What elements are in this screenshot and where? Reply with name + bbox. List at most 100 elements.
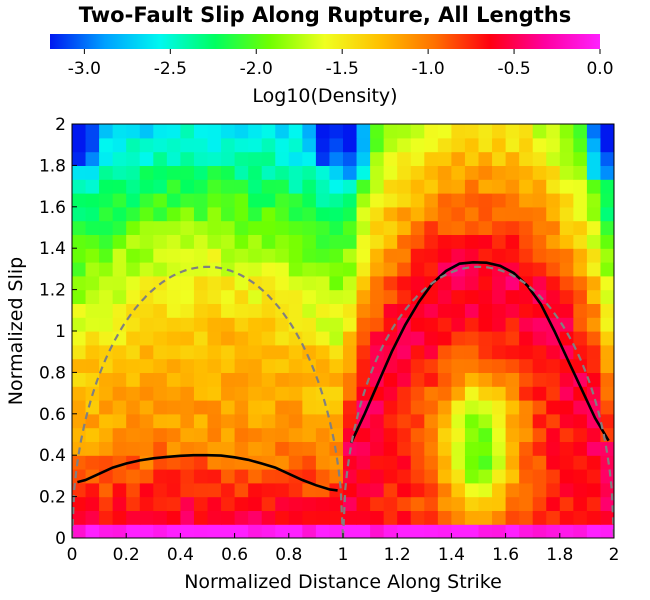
heatmap-cell	[424, 386, 439, 401]
heatmap-cell	[343, 344, 358, 360]
heatmap-cell	[112, 289, 127, 304]
heatmap-cell	[546, 165, 561, 180]
heatmap-cell	[383, 413, 398, 429]
heatmap-cell	[112, 482, 127, 498]
heatmap-cell	[383, 151, 398, 166]
heatmap-cell	[410, 441, 425, 456]
heatmap-cell	[315, 248, 331, 263]
heatmap-cell	[397, 469, 412, 484]
heatmap-cell	[315, 262, 331, 277]
heatmap-cell	[437, 165, 452, 180]
x-tick-label: 0	[67, 545, 78, 565]
heatmap-cell	[437, 441, 452, 456]
heatmap-cell	[302, 331, 317, 346]
heatmap-cell	[424, 234, 439, 249]
heatmap-cell	[410, 469, 425, 484]
heatmap-cell	[234, 427, 249, 442]
heatmap-cell	[166, 455, 181, 470]
heatmap-cell	[221, 455, 236, 470]
heatmap-cell	[397, 496, 412, 511]
heatmap-cell	[451, 510, 466, 525]
heatmap-cell	[99, 441, 114, 456]
heatmap-cell	[451, 413, 466, 429]
heatmap-cell	[153, 248, 168, 263]
heatmap-cell	[99, 248, 114, 263]
heatmap-cell	[112, 413, 127, 429]
heatmap-cell	[519, 413, 534, 429]
heatmap-cell	[288, 151, 303, 166]
heatmap-cell	[72, 275, 87, 291]
heatmap-cell	[600, 124, 614, 139]
heatmap-cell	[519, 524, 534, 538]
heatmap-cell	[139, 248, 154, 263]
x-tick-label: 2	[609, 545, 620, 565]
heatmap-cell	[546, 137, 561, 153]
heatmap-cell	[370, 331, 385, 346]
heatmap-cell	[586, 372, 602, 387]
heatmap-cell	[207, 482, 222, 498]
heatmap-cell	[112, 344, 127, 360]
heatmap-cell	[302, 248, 317, 263]
x-tick-label: 1.2	[384, 545, 411, 565]
heatmap-cell	[166, 317, 181, 332]
heatmap-cell	[478, 427, 493, 442]
x-tick-label: 0.4	[167, 545, 194, 565]
heatmap-cell	[532, 482, 547, 498]
heatmap-cell	[586, 496, 602, 511]
heatmap-cell	[451, 303, 466, 318]
heatmap-cell	[383, 331, 398, 346]
heatmap-cell	[492, 344, 507, 360]
heatmap-cell	[478, 455, 493, 470]
heatmap-cell	[315, 469, 331, 484]
heatmap-cell	[180, 510, 195, 525]
heatmap-cell	[586, 262, 602, 277]
heatmap-cell	[451, 124, 466, 139]
heatmap-cell	[248, 469, 263, 484]
heatmap-cell	[221, 482, 236, 498]
heatmap-cell	[397, 413, 412, 429]
heatmap-cell	[410, 248, 425, 263]
heatmap-cell	[153, 137, 168, 153]
heatmap-cell	[288, 372, 303, 387]
heatmap-cell	[112, 496, 127, 511]
heatmap-cell	[410, 317, 425, 332]
heatmap-cell	[370, 455, 385, 470]
heatmap-cell	[343, 165, 358, 180]
heatmap-cell	[505, 469, 520, 484]
heatmap-cell	[397, 441, 412, 456]
heatmap-cell	[410, 220, 425, 235]
heatmap-cell	[261, 206, 276, 222]
heatmap-cell	[546, 400, 561, 415]
heatmap-cell	[315, 234, 331, 249]
heatmap-cell	[261, 331, 276, 346]
heatmap-cell	[221, 317, 236, 332]
heatmap-cell	[207, 151, 222, 166]
heatmap-cell	[207, 193, 222, 208]
heatmap-cell	[505, 275, 520, 291]
heatmap-cell	[207, 137, 222, 153]
heatmap-cell	[505, 137, 520, 153]
heatmap-cell	[234, 331, 249, 346]
heatmap-cell	[573, 413, 588, 429]
heatmap-cell	[573, 331, 588, 346]
heatmap-cell	[586, 137, 602, 153]
heatmap-cell	[329, 510, 344, 525]
heatmap-cell	[532, 193, 547, 208]
heatmap-cell	[464, 413, 480, 429]
heatmap-cell	[234, 317, 249, 332]
y-tick-label: 0.4	[39, 446, 66, 466]
heatmap-cell	[519, 427, 534, 442]
heatmap-cell	[505, 303, 520, 318]
heatmap-cell	[410, 179, 425, 194]
heatmap-cell	[302, 124, 317, 139]
heatmap-cell	[153, 510, 168, 525]
heatmap-cell	[288, 165, 303, 180]
heatmap-cell	[221, 386, 236, 401]
heatmap-cell	[234, 220, 249, 235]
heatmap-cell	[383, 455, 398, 470]
heatmap-cell	[519, 179, 534, 194]
heatmap-cell	[343, 289, 358, 304]
heatmap-cell	[315, 206, 331, 222]
heatmap-cell	[451, 386, 466, 401]
heatmap-cell	[559, 331, 574, 346]
